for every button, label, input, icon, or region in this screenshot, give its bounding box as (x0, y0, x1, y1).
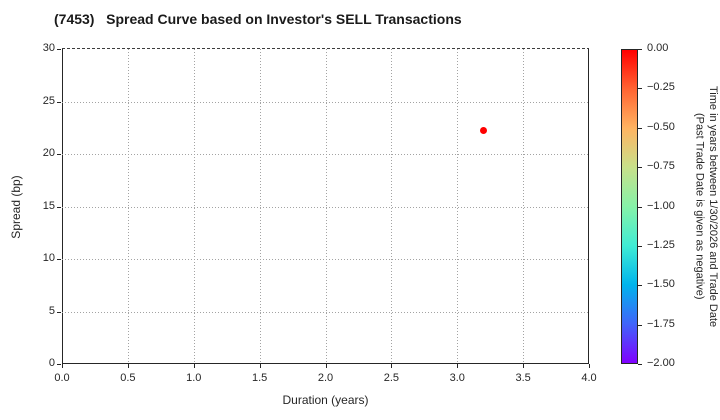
colorbar-tick-label: −0.25 (647, 81, 675, 94)
y-tick-mark (57, 206, 61, 208)
colorbar-tick-label: −2.00 (647, 357, 675, 369)
x-tick-label: 3.5 (515, 372, 531, 384)
colorbar-axis-label: Time in years between 1/30/2026 and Trad… (690, 47, 719, 366)
x-tick-mark (589, 364, 590, 368)
gridline-horizontal (62, 206, 589, 208)
x-tick-mark (391, 364, 393, 368)
y-tick-mark (57, 311, 61, 313)
x-tick-label: 4.0 (581, 372, 597, 384)
y-tick-mark (57, 154, 61, 155)
y-tick-label: 25 (42, 94, 55, 107)
colorbar-tick-label: −0.75 (647, 160, 675, 173)
colorbar-label-line1: Time in years between 1/30/2026 and Trad… (707, 85, 719, 328)
colorbar (621, 49, 638, 364)
y-tick-label: 15 (42, 199, 55, 212)
x-tick-mark (523, 364, 525, 368)
colorbar-tick-mark (638, 88, 642, 90)
plot-top-spine (62, 48, 589, 49)
x-tick-mark (325, 364, 327, 368)
x-tick-mark (193, 364, 195, 368)
colorbar-tick-label: −1.00 (647, 199, 675, 212)
y-tick-label: 0 (48, 357, 55, 369)
x-tick-label: 2.5 (383, 372, 400, 384)
x-tick-label: 1.5 (251, 372, 268, 384)
x-tick-mark (457, 364, 459, 368)
y-tick-mark (57, 364, 61, 365)
gridline-horizontal (62, 154, 589, 155)
y-tick-label: 30 (42, 42, 55, 54)
colorbar-tick-mark (638, 324, 642, 326)
y-tick-label: 20 (42, 147, 55, 159)
colorbar-tick-mark (638, 206, 642, 208)
x-tick-mark (62, 364, 63, 368)
colorbar-tick-label: −1.25 (647, 238, 675, 251)
colorbar-tick-mark (638, 285, 642, 287)
colorbar-tick-label: −1.50 (647, 278, 675, 291)
x-tick-label: 0.5 (120, 372, 136, 384)
x-axis-label: Duration (years) (282, 393, 369, 407)
colorbar-label-line2: (Past Trade Date is given as negative) (693, 113, 706, 300)
gridline-horizontal (62, 101, 589, 103)
x-tick-label: 2.0 (317, 372, 334, 384)
y-tick-mark (57, 49, 61, 50)
gridline-horizontal (62, 259, 589, 260)
colorbar-tick-mark (638, 127, 642, 129)
chart-title: (7453) Spread Curve based on Investor's … (54, 11, 462, 27)
x-tick-mark (127, 364, 129, 368)
colorbar-tick-label: −1.75 (647, 317, 675, 330)
y-tick-mark (57, 259, 61, 260)
colorbar-tick-mark (638, 364, 642, 365)
x-tick-label: 3.0 (449, 372, 465, 384)
gridline-horizontal (62, 311, 589, 313)
colorbar-tick-label: 0.00 (647, 42, 669, 54)
colorbar-tick-mark (638, 49, 642, 50)
colorbar-tick-mark (638, 167, 642, 169)
x-tick-label: 0.0 (54, 372, 70, 384)
colorbar-tick-mark (638, 245, 642, 247)
colorbar-tick-label: −0.50 (647, 120, 675, 133)
y-tick-label: 10 (42, 252, 55, 264)
x-tick-label: 1.0 (186, 372, 202, 384)
y-tick-mark (57, 101, 61, 103)
data-point (480, 127, 488, 135)
x-tick-mark (259, 364, 261, 368)
y-tick-label: 5 (48, 304, 55, 317)
